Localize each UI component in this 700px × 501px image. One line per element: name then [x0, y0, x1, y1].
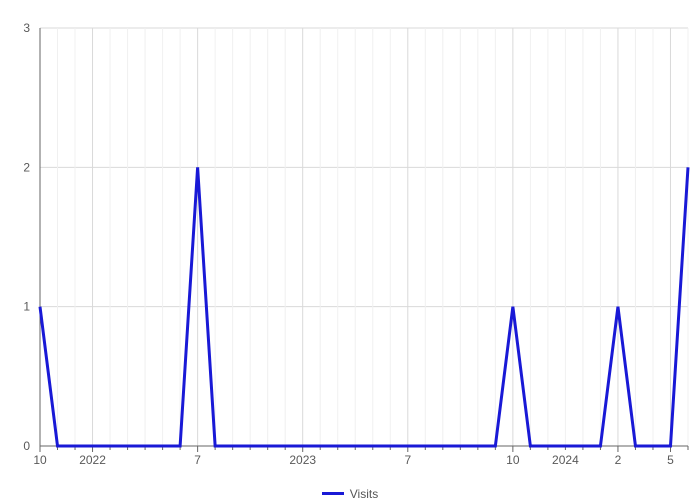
svg-text:2024: 2024	[552, 453, 579, 467]
legend-label: Visits	[350, 487, 378, 501]
svg-text:2022: 2022	[79, 453, 106, 467]
svg-text:0: 0	[23, 439, 30, 453]
svg-text:2023: 2023	[289, 453, 316, 467]
chart-legend: Visits	[0, 484, 700, 501]
svg-text:5: 5	[667, 453, 674, 467]
svg-text:10: 10	[506, 453, 520, 467]
svg-text:2: 2	[23, 160, 30, 174]
legend-swatch	[322, 492, 344, 495]
svg-text:10: 10	[33, 453, 47, 467]
chart-container: ASOC.DE VECIÑOS O CRUCEIRO DE ESMORIZ (S…	[0, 0, 700, 500]
chart-svg: 0 1 2 3 10 2022 7 2023 7 10 2 5 2024	[0, 0, 700, 500]
svg-text:2: 2	[615, 453, 622, 467]
legend-item: Visits	[322, 487, 378, 501]
svg-text:1: 1	[23, 300, 30, 314]
svg-text:3: 3	[23, 21, 30, 35]
svg-text:7: 7	[404, 453, 411, 467]
svg-text:7: 7	[194, 453, 201, 467]
